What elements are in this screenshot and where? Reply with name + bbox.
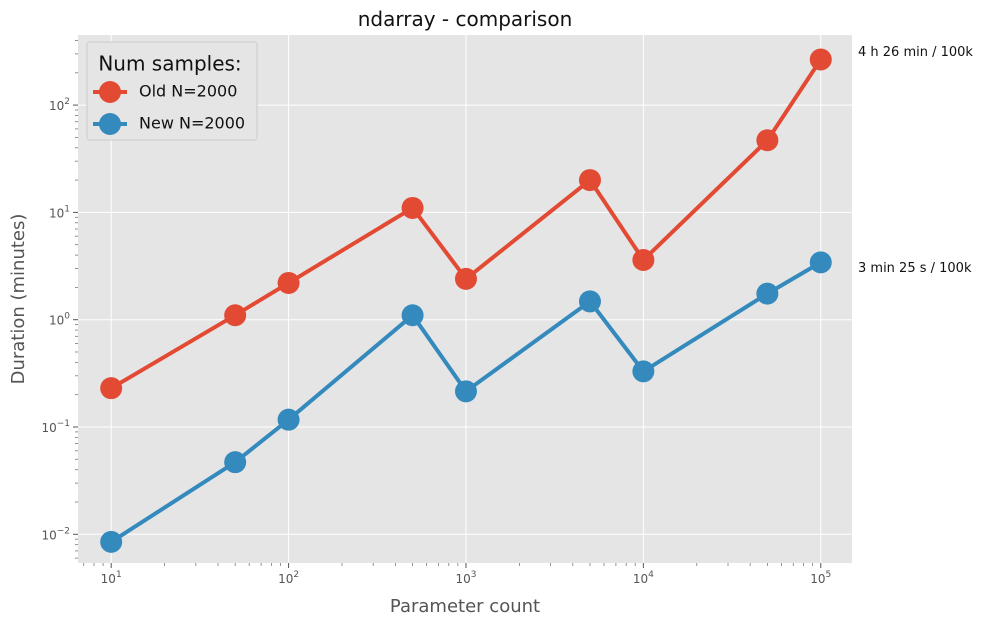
x-tick-label: 102 <box>278 570 299 586</box>
series-layer <box>100 48 832 553</box>
data-point <box>756 129 779 152</box>
data-point <box>100 377 123 400</box>
legend-label-new: New N=2000 <box>139 114 245 133</box>
y-tick-label: 100 <box>49 312 70 328</box>
x-tick-label: 103 <box>455 570 476 586</box>
y-tick-exponent: 2 <box>64 97 70 107</box>
y-tick-label: 10−2 <box>41 526 70 542</box>
data-point <box>632 248 655 271</box>
annotation-old: 4 h 26 min / 100k <box>858 45 973 60</box>
legend-title: Num samples: <box>98 52 241 76</box>
y-tick-exponent: −2 <box>57 526 70 536</box>
y-tick-label: 102 <box>49 97 70 113</box>
data-point <box>632 360 655 383</box>
x-tick-label: 101 <box>101 570 122 586</box>
y-tick-exponent: 0 <box>64 312 70 322</box>
data-point <box>100 530 123 553</box>
minor-ticks <box>75 40 814 566</box>
y-tick-label: 101 <box>49 204 70 220</box>
x-tick-exponent: 4 <box>648 570 654 580</box>
y-axis-label: Duration (minutes) <box>8 214 29 385</box>
legend-marker-new <box>99 113 121 135</box>
data-point <box>578 290 601 313</box>
data-point <box>277 408 300 431</box>
data-point <box>454 380 477 403</box>
chart-title: ndarray - comparison <box>358 7 573 31</box>
legend-box <box>86 41 258 141</box>
x-tick-label: 104 <box>633 570 654 586</box>
data-point <box>809 48 832 71</box>
x-tick-exponent: 3 <box>471 570 477 580</box>
data-point <box>401 304 424 327</box>
y-tick-exponent: −1 <box>57 419 70 429</box>
grid <box>73 35 852 568</box>
x-tick-labels: 101 102 103 104 105 <box>101 570 832 586</box>
data-point <box>756 282 779 305</box>
y-tick-label: 10−1 <box>41 419 70 435</box>
x-tick-exponent: 2 <box>293 570 299 580</box>
x-tick-label: 105 <box>810 570 831 586</box>
x-tick-exponent: 1 <box>116 570 122 580</box>
legend: Num samples: Old N=2000 New N=2000 <box>86 41 258 141</box>
data-point <box>809 251 832 274</box>
data-point <box>224 304 247 327</box>
legend-label-old: Old N=2000 <box>139 82 237 101</box>
data-point <box>224 451 247 474</box>
data-point <box>277 271 300 294</box>
data-point <box>454 267 477 290</box>
data-point <box>401 196 424 219</box>
y-tick-exponent: 1 <box>64 204 70 214</box>
x-tick-exponent: 5 <box>826 570 832 580</box>
annotation-new: 3 min 25 s / 100k <box>858 261 972 276</box>
x-axis-label: Parameter count <box>390 596 540 617</box>
legend-marker-old <box>99 81 121 103</box>
data-point <box>578 169 601 192</box>
